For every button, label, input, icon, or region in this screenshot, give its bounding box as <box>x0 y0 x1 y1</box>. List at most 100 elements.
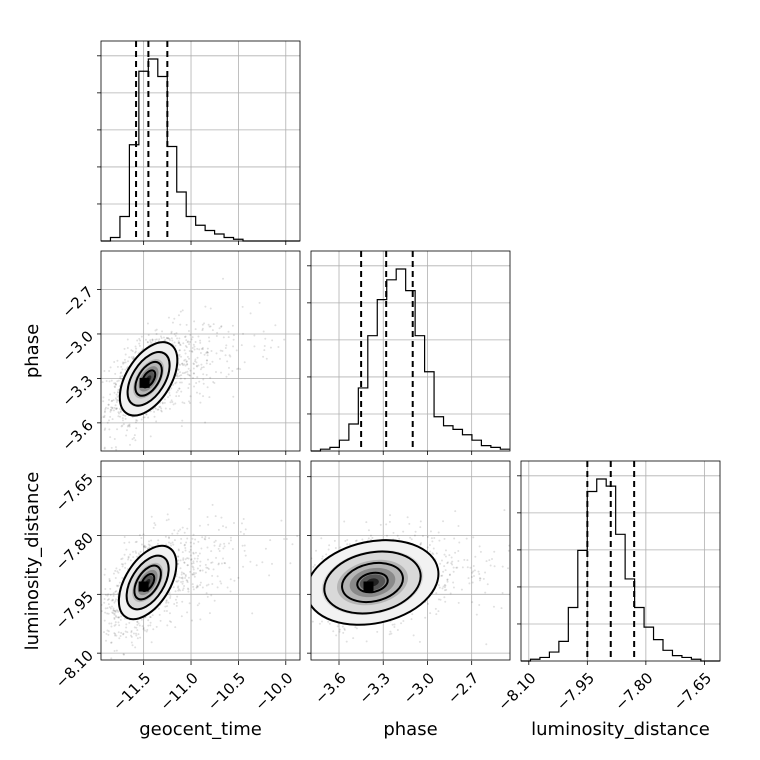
sample-point <box>173 539 176 542</box>
sample-point <box>126 631 129 634</box>
sample-point <box>312 352 314 354</box>
sample-point <box>172 383 175 386</box>
sample-point <box>334 336 336 338</box>
sample-point <box>105 632 108 635</box>
sample-point <box>180 573 183 576</box>
sample-point <box>199 584 202 587</box>
sample-point <box>115 616 118 619</box>
sample-point <box>446 562 449 565</box>
sample-point <box>115 649 118 652</box>
sample-point <box>99 610 101 612</box>
sample-point <box>264 337 267 340</box>
sample-point <box>103 414 106 417</box>
sample-point <box>429 550 432 553</box>
sample-point <box>111 611 114 614</box>
sample-point <box>108 428 111 431</box>
sample-point <box>112 612 115 615</box>
sample-point <box>102 415 105 418</box>
sample-point <box>229 590 232 593</box>
sample-point <box>103 447 106 450</box>
sample-point <box>282 618 284 620</box>
sample-point <box>146 341 149 344</box>
sample-point <box>263 349 266 352</box>
sample-point <box>128 424 131 427</box>
sample-point <box>113 634 116 637</box>
sample-point <box>115 393 118 396</box>
sample-point <box>336 625 339 628</box>
sample-point <box>152 526 155 529</box>
sample-point <box>600 576 602 578</box>
x-tick-label: −7.95 <box>553 669 598 714</box>
sample-point <box>345 640 348 643</box>
sample-point <box>102 396 105 399</box>
sample-point <box>119 618 122 621</box>
sample-point <box>437 598 440 601</box>
sample-point <box>178 387 181 390</box>
sample-point <box>197 540 200 543</box>
sample-point <box>108 622 111 625</box>
sample-point <box>113 437 116 440</box>
sample-point <box>479 550 482 553</box>
sample-point <box>567 554 569 556</box>
sample-point <box>600 583 602 585</box>
sample-point <box>145 413 148 416</box>
sample-point <box>199 401 202 404</box>
sample-point <box>239 368 242 371</box>
sample-point <box>202 373 205 376</box>
sample-point <box>121 361 124 364</box>
sample-point <box>133 434 136 437</box>
sample-point <box>169 401 172 404</box>
sample-point <box>157 408 160 411</box>
sample-point <box>255 564 258 567</box>
sample-point <box>116 609 119 612</box>
sample-point <box>127 424 130 427</box>
sample-point <box>115 408 118 411</box>
sample-point <box>489 564 492 567</box>
sample-point <box>116 489 118 491</box>
sample-point <box>433 536 436 539</box>
sample-point <box>271 633 273 635</box>
sample-point <box>201 348 204 351</box>
sample-point <box>122 362 125 365</box>
sample-point <box>110 599 113 602</box>
sample-point <box>192 533 195 536</box>
sample-point <box>591 594 593 596</box>
sample-point <box>210 594 213 597</box>
sample-point <box>175 580 178 583</box>
sample-point <box>118 415 121 418</box>
sample-point <box>114 446 117 449</box>
sample-point <box>258 301 261 304</box>
sample-point <box>290 642 292 644</box>
sample-point <box>122 653 125 656</box>
sample-point <box>454 551 457 554</box>
sample-point <box>165 601 168 604</box>
sample-point <box>196 604 199 607</box>
sample-point <box>453 537 456 540</box>
sample-point <box>114 382 117 385</box>
sample-point <box>184 558 187 561</box>
sample-point <box>177 340 180 343</box>
sample-point <box>187 557 190 560</box>
sample-point <box>274 324 277 327</box>
sample-point <box>192 377 195 380</box>
sample-point <box>193 573 196 576</box>
sample-point <box>186 564 189 567</box>
sample-point <box>493 565 496 568</box>
sample-point <box>202 395 205 398</box>
sample-point <box>217 547 220 550</box>
sample-point <box>446 580 449 583</box>
x-tick-label: −3.6 <box>311 669 349 707</box>
sample-point <box>177 363 180 366</box>
sample-point <box>154 329 157 332</box>
sample-point <box>153 522 156 525</box>
sample-point <box>111 406 114 409</box>
sample-point <box>431 540 434 543</box>
sample-point <box>108 606 111 609</box>
sample-point <box>118 412 121 415</box>
sample-point <box>484 571 487 574</box>
sample-point <box>218 357 221 360</box>
sample-point <box>141 625 144 628</box>
sample-point <box>138 534 141 537</box>
sample-point <box>187 340 190 343</box>
sample-point <box>126 429 129 432</box>
